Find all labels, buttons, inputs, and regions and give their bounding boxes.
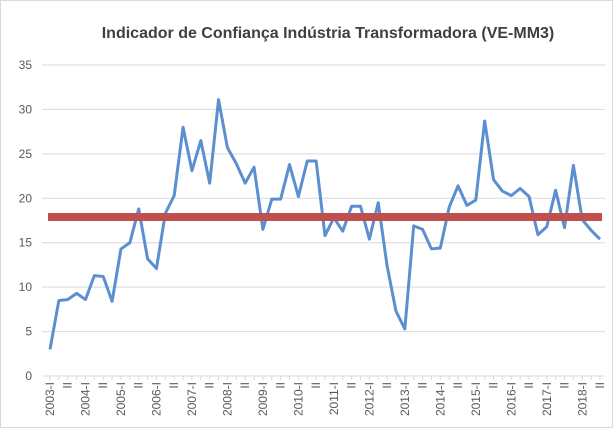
x-tick-label: II <box>132 382 146 389</box>
x-tick-label: 2007-I <box>185 382 199 416</box>
y-tick-label: 15 <box>19 236 33 250</box>
y-tick-label: 5 <box>25 325 32 339</box>
x-tick-label: II <box>522 382 536 389</box>
data-line <box>48 98 602 350</box>
x-tick-label: 2013-I <box>398 382 412 416</box>
x-tick-label: II <box>96 382 110 389</box>
y-tick-label: 30 <box>19 102 33 116</box>
x-tick-label: 2018-I <box>575 382 589 416</box>
x-tick-label: II <box>238 382 252 389</box>
x-tick-label: 2008-I <box>220 382 234 416</box>
y-tick-label: 0 <box>25 369 32 383</box>
x-tick-label: II <box>61 382 75 389</box>
x-tick-label: II <box>558 382 572 389</box>
x-tick-label: 2012-I <box>362 382 376 416</box>
x-tick-label: 2014-I <box>433 382 447 416</box>
x-tick-label: II <box>203 382 217 389</box>
x-tick-label: II <box>274 382 288 389</box>
x-tick-label: 2011-I <box>327 382 341 415</box>
x-tick-label: 2010-I <box>291 382 305 416</box>
x-tick-label: 2004-I <box>78 382 92 416</box>
x-tick-label: II <box>167 382 181 389</box>
x-tick-label: II <box>345 382 359 389</box>
x-tick-label: 2003-I <box>43 382 57 416</box>
x-tick-label: II <box>380 382 394 389</box>
y-tick-label: 25 <box>19 147 33 161</box>
x-tick-label: 2015-I <box>469 382 483 416</box>
x-tick-label: 2016-I <box>504 382 518 416</box>
x-tick-label: II <box>451 382 465 389</box>
x-tick-label: 2006-I <box>149 382 163 416</box>
y-tick-label: 10 <box>19 280 33 294</box>
x-tick-label: 2009-I <box>256 382 270 416</box>
x-tick-label: II <box>309 382 323 389</box>
x-tick-label: II <box>593 382 607 389</box>
y-tick-label: 20 <box>19 191 33 205</box>
x-tick-label: 2005-I <box>114 382 128 416</box>
chart-title: Indicador de Confiança Indústria Transfo… <box>102 25 555 42</box>
y-tick-label: 35 <box>19 58 33 72</box>
x-tick-label: II <box>487 382 501 389</box>
x-tick-label: II <box>416 382 430 389</box>
x-tick-label: 2017-I <box>540 382 554 416</box>
